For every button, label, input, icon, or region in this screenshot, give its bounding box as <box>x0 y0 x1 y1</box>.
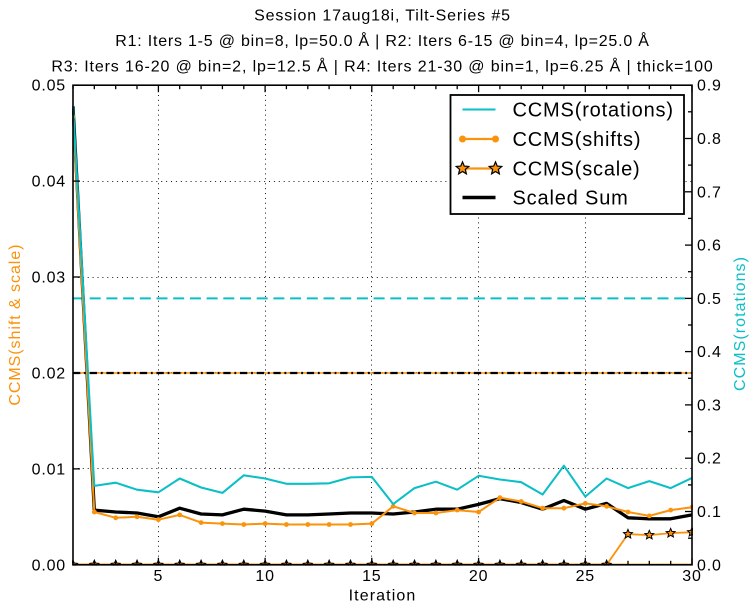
svg-text:0.03: 0.03 <box>32 270 66 287</box>
svg-text:R1: Iters 1-5 @ bin=8, lp=50.0: R1: Iters 1-5 @ bin=8, lp=50.0 Å | R2: I… <box>115 31 649 50</box>
svg-text:CCMS(shift & scale): CCMS(shift & scale) <box>7 244 24 406</box>
svg-text:0.5: 0.5 <box>697 291 722 308</box>
svg-text:CCMS(rotations): CCMS(rotations) <box>513 100 674 122</box>
svg-text:Iteration: Iteration <box>349 588 417 605</box>
svg-text:CCMS(rotations): CCMS(rotations) <box>732 256 749 391</box>
svg-text:0.01: 0.01 <box>32 461 66 478</box>
svg-text:Scaled Sum: Scaled Sum <box>513 188 629 210</box>
svg-text:0.02: 0.02 <box>32 366 66 383</box>
svg-text:0.9: 0.9 <box>697 78 722 95</box>
svg-text:30: 30 <box>682 568 701 585</box>
svg-text:0.05: 0.05 <box>32 78 66 95</box>
svg-text:15: 15 <box>362 568 381 585</box>
svg-text:0.1: 0.1 <box>697 504 722 521</box>
svg-text:0.4: 0.4 <box>697 344 722 361</box>
svg-text:CCMS(scale): CCMS(scale) <box>513 159 641 181</box>
svg-text:0.6: 0.6 <box>697 238 722 255</box>
svg-text:20: 20 <box>469 568 488 585</box>
svg-text:R3: Iters 16-20 @ bin=2, lp=12: R3: Iters 16-20 @ bin=2, lp=12.5 Å | R4:… <box>51 56 713 75</box>
svg-text:0.2: 0.2 <box>697 451 722 468</box>
svg-text:Session 17aug18i, Tilt-Series: Session 17aug18i, Tilt-Series #5 <box>254 8 511 25</box>
svg-text:5: 5 <box>154 568 164 585</box>
svg-text:0.8: 0.8 <box>697 131 722 148</box>
svg-text:0.0: 0.0 <box>697 557 722 574</box>
svg-text:25: 25 <box>576 568 595 585</box>
svg-text:0.00: 0.00 <box>32 557 66 574</box>
svg-text:0.7: 0.7 <box>697 184 722 201</box>
svg-text:0.3: 0.3 <box>697 397 722 414</box>
svg-text:10: 10 <box>255 568 274 585</box>
svg-text:0.04: 0.04 <box>32 174 66 191</box>
svg-text:CCMS(shifts): CCMS(shifts) <box>513 129 642 151</box>
